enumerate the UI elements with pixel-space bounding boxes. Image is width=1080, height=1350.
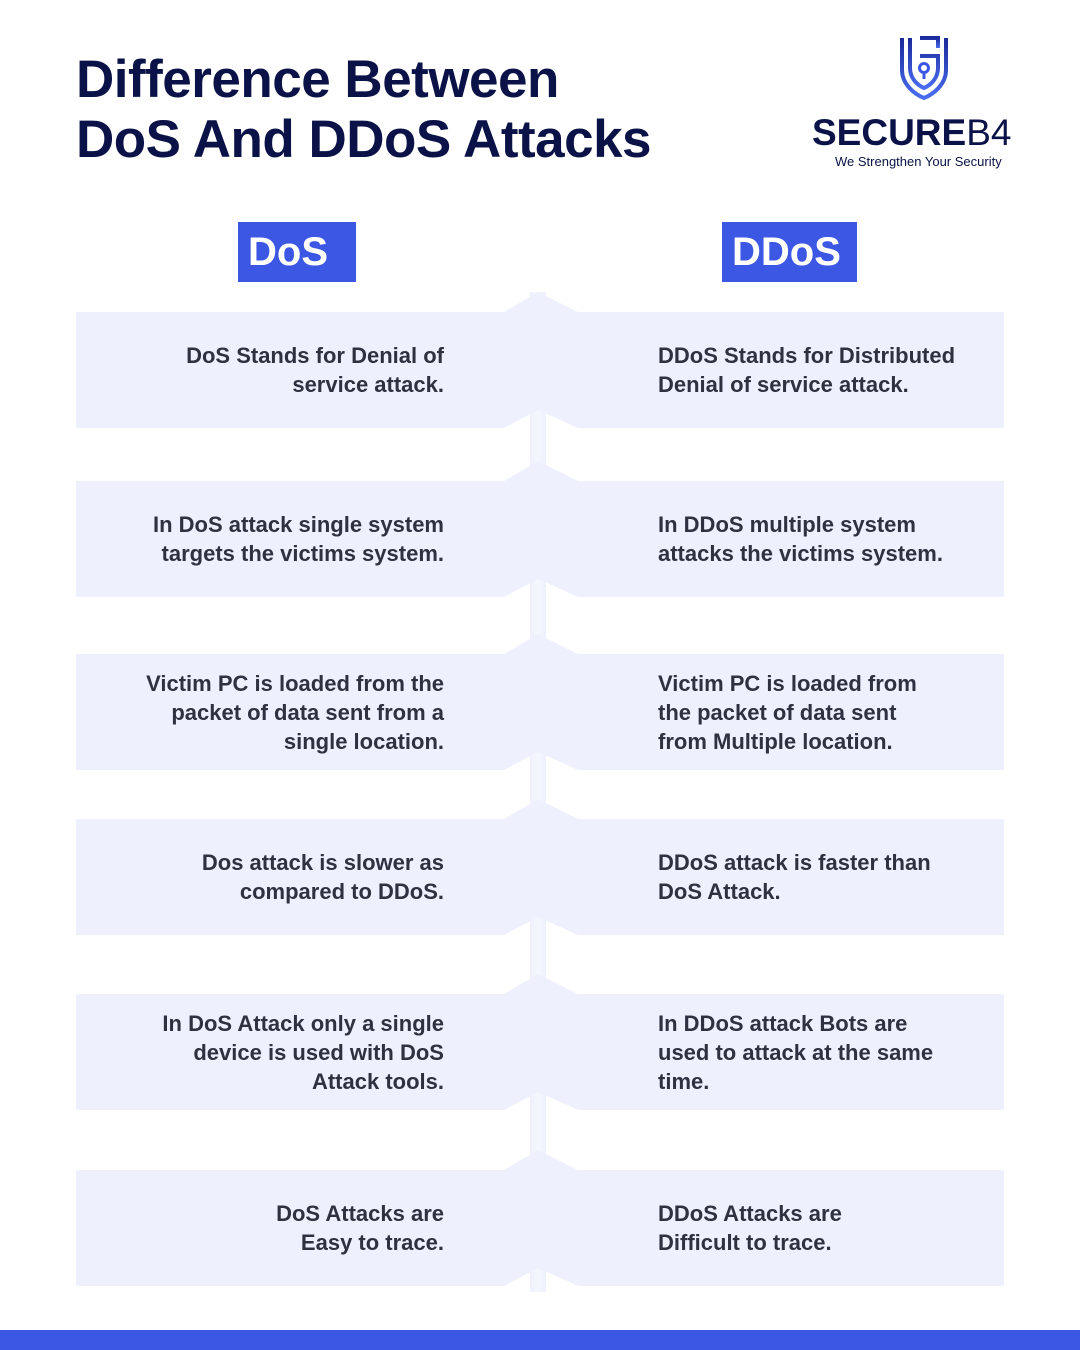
page-title: Difference Between DoS And DDoS Attacks bbox=[76, 50, 652, 170]
comparison-row: DoS Attacks are Easy to trace. DDoS Attac… bbox=[76, 1150, 1004, 1286]
comparison-row: Dos attack is slower as compared to DDoS… bbox=[76, 799, 1004, 935]
brand-logo: SECUREB4 We Strengthen Your Security bbox=[812, 34, 1032, 174]
ddos-cell-text: In DDoS attack Bots are used to attack a… bbox=[658, 1010, 934, 1094]
dos-cell: DoS Stands for Denial of service attack. bbox=[116, 312, 444, 428]
row-background bbox=[76, 799, 1004, 935]
ddos-cell: In DDoS multiple system attacks the vict… bbox=[658, 481, 978, 597]
ddos-cell-text: DDoS Stands for Distributed Denial of se… bbox=[658, 343, 956, 397]
dos-cell-text: In DoS attack single system targets the … bbox=[153, 512, 444, 566]
ddos-cell-text: DDoS Attacks are Difficult to trace. bbox=[658, 1201, 842, 1255]
dos-cell-text: DoS Attacks are Easy to trace. bbox=[276, 1201, 444, 1255]
comparison-row: Victim PC is loaded from the packet of d… bbox=[76, 634, 1004, 770]
comparison-row: In DoS attack single system targets the … bbox=[76, 461, 1004, 597]
page-title-line-1: Difference Between bbox=[76, 50, 559, 109]
ddos-cell-text: Victim PC is loaded from the packet of d… bbox=[658, 670, 917, 754]
ddos-cell: Victim PC is loaded from the packet of d… bbox=[658, 654, 978, 770]
ddos-cell: DDoS attack is faster than DoS Attack. bbox=[658, 819, 978, 935]
column-header-dos: DoS bbox=[238, 222, 356, 282]
dos-cell: In DoS attack single system targets the … bbox=[116, 481, 444, 597]
bottom-accent-bar bbox=[0, 1330, 1080, 1350]
ddos-cell-text: DDoS attack is faster than DoS Attack. bbox=[658, 850, 931, 904]
dos-cell-text: Dos attack is slower as compared to DDoS… bbox=[201, 850, 444, 904]
dos-cell: In DoS Attack only a single device is us… bbox=[116, 994, 444, 1110]
column-header-ddos: DDoS bbox=[722, 222, 857, 282]
dos-cell-text: In DoS Attack only a single device is us… bbox=[162, 1010, 444, 1094]
row-background bbox=[76, 1150, 1004, 1286]
dos-cell: Victim PC is loaded from the packet of d… bbox=[116, 654, 444, 770]
center-divider bbox=[530, 292, 546, 1292]
row-background bbox=[76, 292, 1004, 428]
brand-name: SECUREB4 bbox=[812, 112, 1011, 154]
shield-lock-icon bbox=[900, 36, 948, 100]
ddos-cell: In DDoS attack Bots are used to attack a… bbox=[658, 994, 978, 1110]
row-background bbox=[76, 974, 1004, 1110]
comparison-row: In DoS Attack only a single device is us… bbox=[76, 974, 1004, 1110]
ddos-cell: DDoS Attacks are Difficult to trace. bbox=[658, 1170, 978, 1286]
comparison-row: DoS Stands for Denial of service attack.… bbox=[76, 292, 1004, 428]
ddos-cell-text: In DDoS multiple system attacks the vict… bbox=[658, 512, 943, 566]
dos-cell: DoS Attacks are Easy to trace. bbox=[116, 1170, 444, 1286]
brand-tagline: We Strengthen Your Security bbox=[835, 154, 1002, 169]
ddos-cell: DDoS Stands for Distributed Denial of se… bbox=[658, 312, 978, 428]
brand-name-main: SECURE bbox=[812, 112, 967, 153]
dos-cell-text: Victim PC is loaded from the packet of d… bbox=[146, 670, 444, 754]
dos-cell: Dos attack is slower as compared to DDoS… bbox=[116, 819, 444, 935]
brand-name-suffix: B4 bbox=[966, 112, 1012, 153]
row-background bbox=[76, 634, 1004, 770]
row-background bbox=[76, 461, 1004, 597]
dos-cell-text: DoS Stands for Denial of service attack. bbox=[186, 343, 444, 397]
page-title-line-2: DoS And DDoS Attacks bbox=[76, 110, 652, 169]
